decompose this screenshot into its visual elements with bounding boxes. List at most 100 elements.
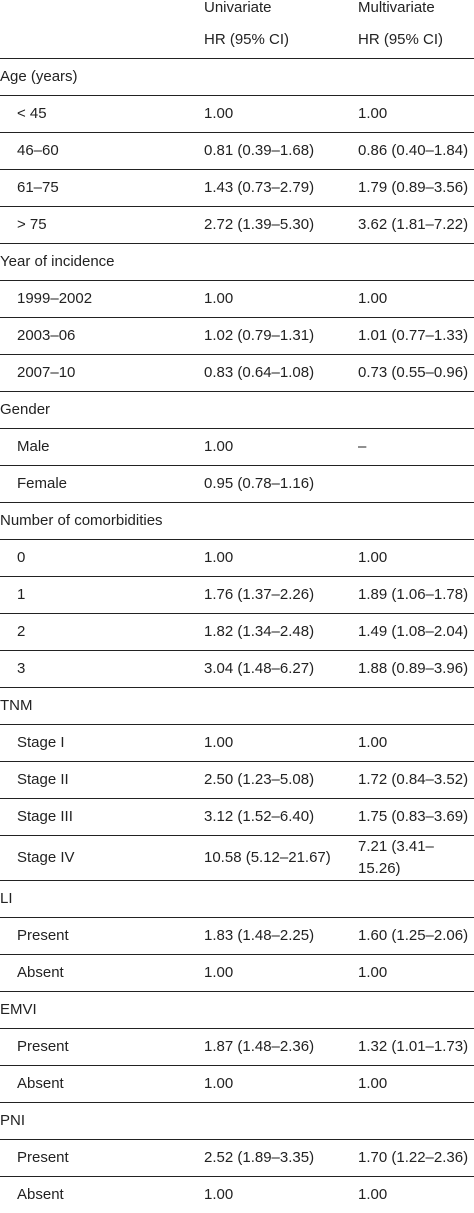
row-label: 46–60 <box>0 133 204 170</box>
section-title: Year of incidence <box>0 244 474 281</box>
section-row: TNM <box>0 688 474 725</box>
multivariate-cell: 1.70 (1.22–2.36) <box>354 1140 474 1177</box>
multivariate-cell: 0.86 (0.40–1.84) <box>354 133 474 170</box>
row-label: Stage II <box>0 762 204 799</box>
header-cell: HR (95% CI) <box>204 22 354 59</box>
row-label: 0 <box>0 540 204 577</box>
section-row: PNI <box>0 1103 474 1140</box>
header-cell: HR (95% CI) <box>354 22 474 59</box>
row-label: 2003–06 <box>0 318 204 355</box>
multivariate-cell: 1.88 (0.89–3.96) <box>354 651 474 688</box>
univariate-cell: 10.58 (5.12–21.67) <box>204 836 354 881</box>
univariate-cell: 3.04 (1.48–6.27) <box>204 651 354 688</box>
univariate-cell: 1.87 (1.48–2.36) <box>204 1029 354 1066</box>
row-label: 61–75 <box>0 170 204 207</box>
univariate-cell: 1.00 <box>204 725 354 762</box>
multivariate-cell: 1.00 <box>354 540 474 577</box>
multivariate-cell: 1.00 <box>354 725 474 762</box>
univariate-cell: 1.00 <box>204 96 354 133</box>
multivariate-cell: 1.32 (1.01–1.73) <box>354 1029 474 1066</box>
section-row: Year of incidence <box>0 244 474 281</box>
univariate-cell: 0.81 (0.39–1.68) <box>204 133 354 170</box>
row-label: Present <box>0 918 204 955</box>
multivariate-cell: 1.00 <box>354 1066 474 1103</box>
multivariate-cell: 3.62 (1.81–7.22) <box>354 207 474 244</box>
page: Univariate Multivariate HR (95% CI) HR (… <box>0 0 474 1179</box>
univariate-cell: 1.82 (1.34–2.48) <box>204 614 354 651</box>
multivariate-cell: 1.79 (0.89–3.56) <box>354 170 474 207</box>
univariate-cell: 1.00 <box>204 281 354 318</box>
header-cell: Univariate <box>204 0 354 22</box>
univariate-cell: 1.00 <box>204 1177 354 1213</box>
row-label: > 75 <box>0 207 204 244</box>
univariate-cell: 2.50 (1.23–5.08) <box>204 762 354 799</box>
multivariate-cell: 1.00 <box>354 955 474 992</box>
multivariate-cell: 1.49 (1.08–2.04) <box>354 614 474 651</box>
multivariate-cell: 1.75 (0.83–3.69) <box>354 799 474 836</box>
univariate-cell: 2.72 (1.39–5.30) <box>204 207 354 244</box>
multivariate-cell: 1.89 (1.06–1.78) <box>354 577 474 614</box>
multivariate-cell: 0.73 (0.55–0.96) <box>354 355 474 392</box>
univariate-cell: 1.00 <box>204 540 354 577</box>
univariate-cell: 1.00 <box>204 1066 354 1103</box>
header-cell <box>0 0 204 22</box>
multivariate-cell: 1.72 (0.84–3.52) <box>354 762 474 799</box>
multivariate-cell <box>354 466 474 503</box>
header-row: Univariate Multivariate <box>0 0 474 22</box>
univariate-cell: 1.83 (1.48–2.25) <box>204 918 354 955</box>
row-label: 1 <box>0 577 204 614</box>
subheader-row: HR (95% CI) HR (95% CI) <box>0 22 474 59</box>
multivariate-cell: 7.21 (3.41–15.26) <box>354 836 474 881</box>
row-label: 2 <box>0 614 204 651</box>
section-title: Age (years) <box>0 59 474 96</box>
multivariate-cell: 1.01 (0.77–1.33) <box>354 318 474 355</box>
section-title: LI <box>0 881 474 918</box>
row-label: Male <box>0 429 204 466</box>
univariate-cell: 2.52 (1.89–3.35) <box>204 1140 354 1177</box>
section-row: Age (years) <box>0 59 474 96</box>
row-label: Present <box>0 1140 204 1177</box>
row-label: 1999–2002 <box>0 281 204 318</box>
section-row: LI <box>0 881 474 918</box>
univariate-cell: 3.12 (1.52–6.40) <box>204 799 354 836</box>
row-label: Absent <box>0 1177 204 1213</box>
section-row: EMVI <box>0 992 474 1029</box>
univariate-cell: 1.00 <box>204 429 354 466</box>
multivariate-cell: 1.00 <box>354 1177 474 1213</box>
section-row: Gender <box>0 392 474 429</box>
row-label: 3 <box>0 651 204 688</box>
section-title: Number of comorbidities <box>0 503 474 540</box>
section-title: Gender <box>0 392 474 429</box>
multivariate-cell: 1.00 <box>354 281 474 318</box>
multivariate-cell: 1.60 (1.25–2.06) <box>354 918 474 955</box>
section-row: Number of comorbidities <box>0 503 474 540</box>
univariate-cell: 0.95 (0.78–1.16) <box>204 466 354 503</box>
section-title: TNM <box>0 688 474 725</box>
univariate-cell: 1.02 (0.79–1.31) <box>204 318 354 355</box>
row-label: Present <box>0 1029 204 1066</box>
univariate-cell: 0.83 (0.64–1.08) <box>204 355 354 392</box>
row-label: Stage III <box>0 799 204 836</box>
